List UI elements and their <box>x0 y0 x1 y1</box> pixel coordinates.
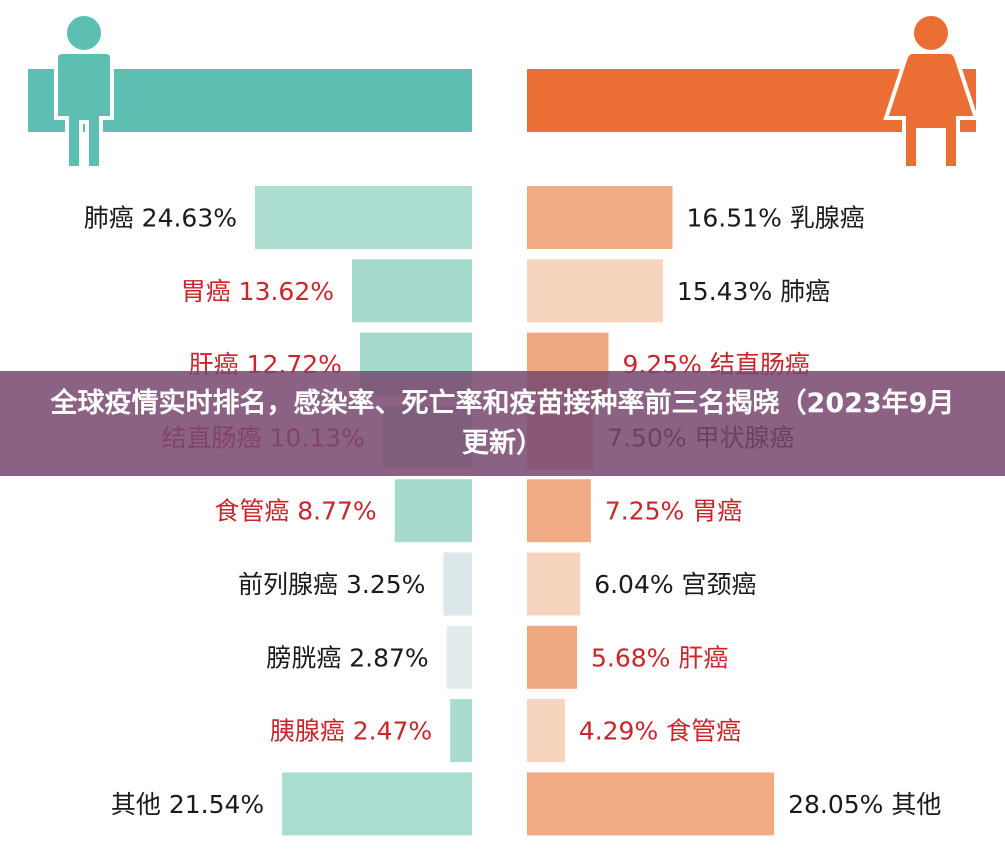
male-label: 其他 21.54% <box>111 790 264 819</box>
male-bar <box>394 479 472 543</box>
female-label: 28.05% 其他 <box>788 790 941 819</box>
female-bars <box>527 186 775 836</box>
overlay-banner: 全球疫情实时排名，感染率、死亡率和疫苗接种率前三名揭晓（2023年9月更新） <box>0 371 1005 476</box>
female-label: 16.51% 乳腺癌 <box>687 204 865 233</box>
female-bar <box>527 772 775 836</box>
female-label: 4.29% 食管癌 <box>579 717 741 746</box>
female-bar <box>527 625 577 689</box>
female-label: 5.68% 肝癌 <box>591 643 728 672</box>
male-bar <box>255 186 472 249</box>
male-figure-icon <box>54 12 114 170</box>
male-bar <box>282 772 472 836</box>
male-bar <box>450 699 472 763</box>
female-bar <box>527 479 591 543</box>
male-bar <box>443 552 472 616</box>
female-figure-icon <box>883 12 979 170</box>
male-label: 前列腺癌 3.25% <box>238 570 425 599</box>
female-bar <box>527 186 673 249</box>
female-bar <box>527 699 565 763</box>
male-label: 膀胱癌 2.87% <box>266 643 428 672</box>
male-label: 胃癌 13.62% <box>181 277 334 306</box>
female-bar <box>527 259 663 323</box>
male-label: 食管癌 8.77% <box>214 497 376 526</box>
female-label: 7.25% 胃癌 <box>605 497 742 526</box>
male-label: 胰腺癌 2.47% <box>270 717 432 746</box>
male-bar <box>352 259 472 323</box>
male-label: 肺癌 24.63% <box>84 204 237 233</box>
female-label: 15.43% 肺癌 <box>677 277 830 306</box>
female-label: 6.04% 宫颈癌 <box>594 570 756 599</box>
male-bar <box>446 625 472 689</box>
overlay-title: 全球疫情实时排名，感染率、死亡率和疫苗接种率前三名揭晓（2023年9月更新） <box>50 387 955 459</box>
female-bar <box>527 552 581 616</box>
male-header <box>28 12 472 170</box>
female-header <box>527 12 979 170</box>
